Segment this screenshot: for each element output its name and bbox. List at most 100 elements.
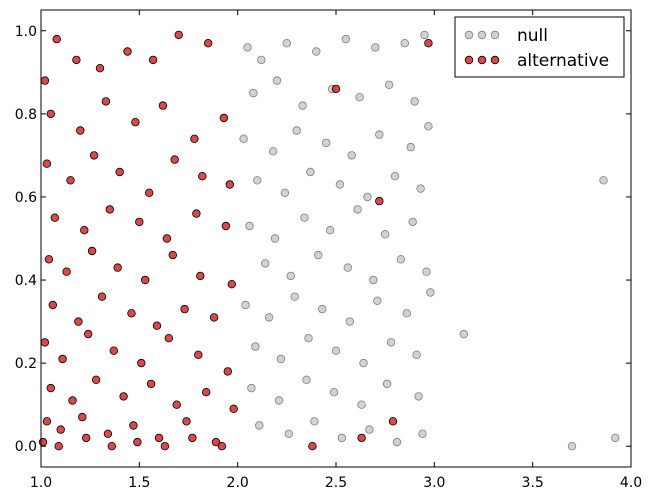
point-alternative xyxy=(81,433,91,443)
point-null xyxy=(396,255,406,264)
point-alternative xyxy=(225,180,234,189)
point-null xyxy=(343,263,352,272)
point-null xyxy=(304,334,313,343)
y-tick-label: 0.6 xyxy=(15,190,37,206)
point-alternative xyxy=(127,309,136,318)
point-null xyxy=(381,230,390,239)
point-alternative xyxy=(223,367,232,376)
point-null xyxy=(412,350,421,359)
legend-marker-null xyxy=(477,30,487,40)
point-null xyxy=(310,417,319,426)
point-null xyxy=(392,437,402,447)
point-null xyxy=(357,400,366,409)
x-tick-label: 4.0 xyxy=(620,475,642,491)
point-alternative xyxy=(209,313,219,322)
point-alternative xyxy=(375,196,384,206)
point-alternative xyxy=(158,101,168,110)
point-null xyxy=(298,101,307,110)
point-null xyxy=(276,354,286,364)
point-alternative xyxy=(170,155,179,164)
series-null-points xyxy=(239,30,620,451)
y-axis-ticks: 0.0 0.2 0.4 0.6 0.8 1.0 xyxy=(15,24,631,455)
point-alternative xyxy=(219,113,229,123)
point-alternative xyxy=(192,209,201,218)
point-null xyxy=(414,392,423,401)
point-alternative xyxy=(357,433,366,443)
point-null xyxy=(306,167,315,177)
point-alternative xyxy=(152,321,162,330)
point-alternative xyxy=(103,429,113,438)
point-null xyxy=(243,43,252,52)
plot-area xyxy=(41,10,631,467)
y-tick-label: 0.0 xyxy=(15,439,37,455)
point-alternative xyxy=(38,437,48,447)
point-alternative xyxy=(87,246,97,256)
point-alternative xyxy=(198,171,207,181)
point-alternative xyxy=(154,433,164,443)
legend-label-null: null xyxy=(517,26,548,46)
point-alternative xyxy=(201,388,211,397)
y-tick-label: 0.2 xyxy=(15,356,37,372)
x-tick-label: 3.0 xyxy=(423,475,445,491)
x-tick-label: 1.0 xyxy=(30,475,52,491)
point-null xyxy=(459,329,468,339)
point-null xyxy=(251,342,260,351)
point-null xyxy=(329,388,339,397)
point-null xyxy=(331,346,341,355)
point-null xyxy=(363,192,372,202)
point-alternative xyxy=(109,346,118,355)
point-alternative xyxy=(62,267,71,276)
point-null xyxy=(247,383,256,393)
point-alternative xyxy=(42,417,52,426)
point-alternative xyxy=(97,292,107,301)
point-alternative xyxy=(83,329,93,339)
point-alternative xyxy=(54,442,63,451)
point-null xyxy=(347,151,356,160)
legend-marker-alternative xyxy=(464,55,474,65)
point-null xyxy=(261,259,270,268)
point-null xyxy=(420,30,429,40)
point-alternative xyxy=(52,34,61,44)
point-alternative xyxy=(424,39,433,48)
point-alternative xyxy=(46,383,55,393)
point-null xyxy=(406,142,415,152)
point-null xyxy=(318,304,327,314)
point-null xyxy=(400,39,409,48)
point-alternative xyxy=(66,176,75,185)
series-alternative-points xyxy=(38,30,433,451)
point-null xyxy=(341,34,350,44)
point-null xyxy=(337,433,347,443)
point-null xyxy=(373,296,382,305)
point-null xyxy=(365,425,374,434)
point-null xyxy=(290,292,299,301)
legend-marker-alternative xyxy=(477,55,487,65)
point-null xyxy=(257,55,266,65)
point-alternative xyxy=(133,437,142,447)
point-null xyxy=(253,176,262,185)
point-null xyxy=(371,43,380,52)
point-alternative xyxy=(227,280,236,289)
point-null xyxy=(382,379,392,389)
point-alternative xyxy=(91,375,101,384)
x-tick-label: 2.5 xyxy=(325,475,347,491)
point-null xyxy=(282,39,291,48)
legend-marker-null xyxy=(464,30,474,40)
point-null xyxy=(280,188,290,197)
point-alternative xyxy=(308,442,317,451)
point-alternative xyxy=(137,358,146,368)
point-alternative xyxy=(44,255,54,264)
point-alternative xyxy=(229,404,238,413)
point-alternative xyxy=(68,396,77,405)
point-null xyxy=(314,250,323,260)
y-tick-label: 0.8 xyxy=(15,107,37,123)
legend-box xyxy=(454,16,625,78)
point-alternative xyxy=(194,350,203,359)
point-null xyxy=(408,217,417,227)
point-alternative xyxy=(160,442,170,451)
point-null xyxy=(410,97,419,106)
point-null xyxy=(249,88,258,98)
point-null xyxy=(422,267,431,276)
point-null xyxy=(416,184,425,193)
point-null xyxy=(286,271,295,281)
